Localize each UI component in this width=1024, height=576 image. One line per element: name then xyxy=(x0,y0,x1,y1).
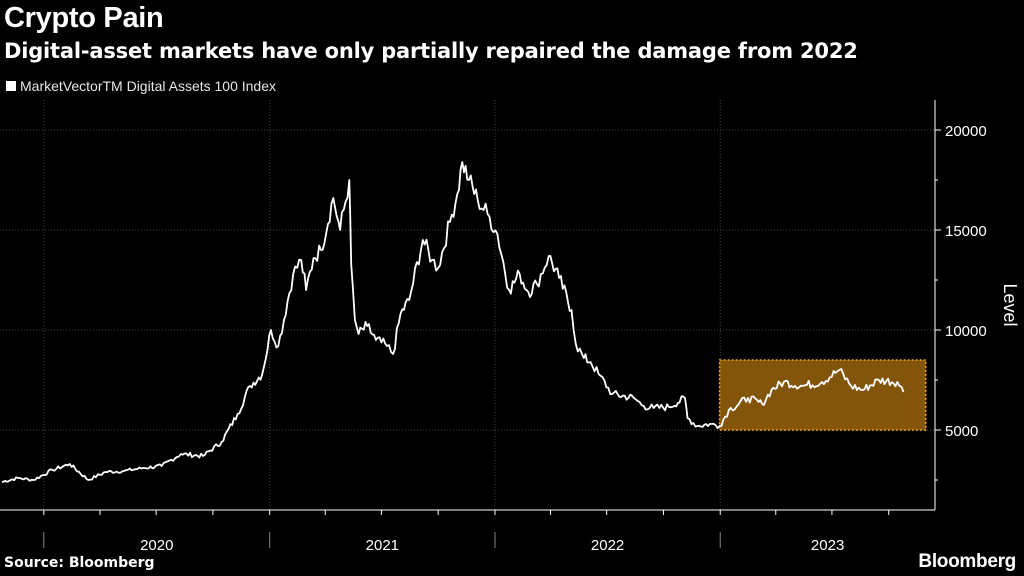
x-tick-label: 2022 xyxy=(591,537,624,554)
chart-title: Crypto Pain xyxy=(4,2,164,34)
y-axis-title: Level xyxy=(1000,283,1020,326)
series-lines xyxy=(1,161,905,483)
x-tick-label: 2020 xyxy=(140,537,173,554)
bloomberg-logo: Bloomberg xyxy=(918,551,1016,572)
highlight-rect xyxy=(718,359,927,431)
y-tick-label: 10000 xyxy=(945,323,987,340)
gridlines xyxy=(0,100,935,510)
legend-label: MarketVectorTM Digital Assets 100 Index xyxy=(20,78,276,94)
x-tick-label: 2021 xyxy=(366,537,399,554)
legend: MarketVectorTM Digital Assets 100 Index xyxy=(6,78,276,94)
y-axis-ticks: 5000 10000 15000 20000 xyxy=(935,123,987,481)
legend-swatch xyxy=(6,81,16,91)
y-tick-label: 20000 xyxy=(945,123,987,140)
axes xyxy=(0,100,936,511)
y-tick-label: 15000 xyxy=(945,223,987,240)
y-tick-label: 5000 xyxy=(945,423,978,440)
chart-subtitle: Digital-asset markets have only partiall… xyxy=(4,39,858,63)
highlight-box xyxy=(718,359,927,431)
x-axis-ticks: 2020 2021 2022 2023 xyxy=(43,510,890,554)
x-tick-label: 2023 xyxy=(811,537,844,554)
source-note: Source: Bloomberg xyxy=(4,555,155,571)
series-line xyxy=(1,161,905,483)
